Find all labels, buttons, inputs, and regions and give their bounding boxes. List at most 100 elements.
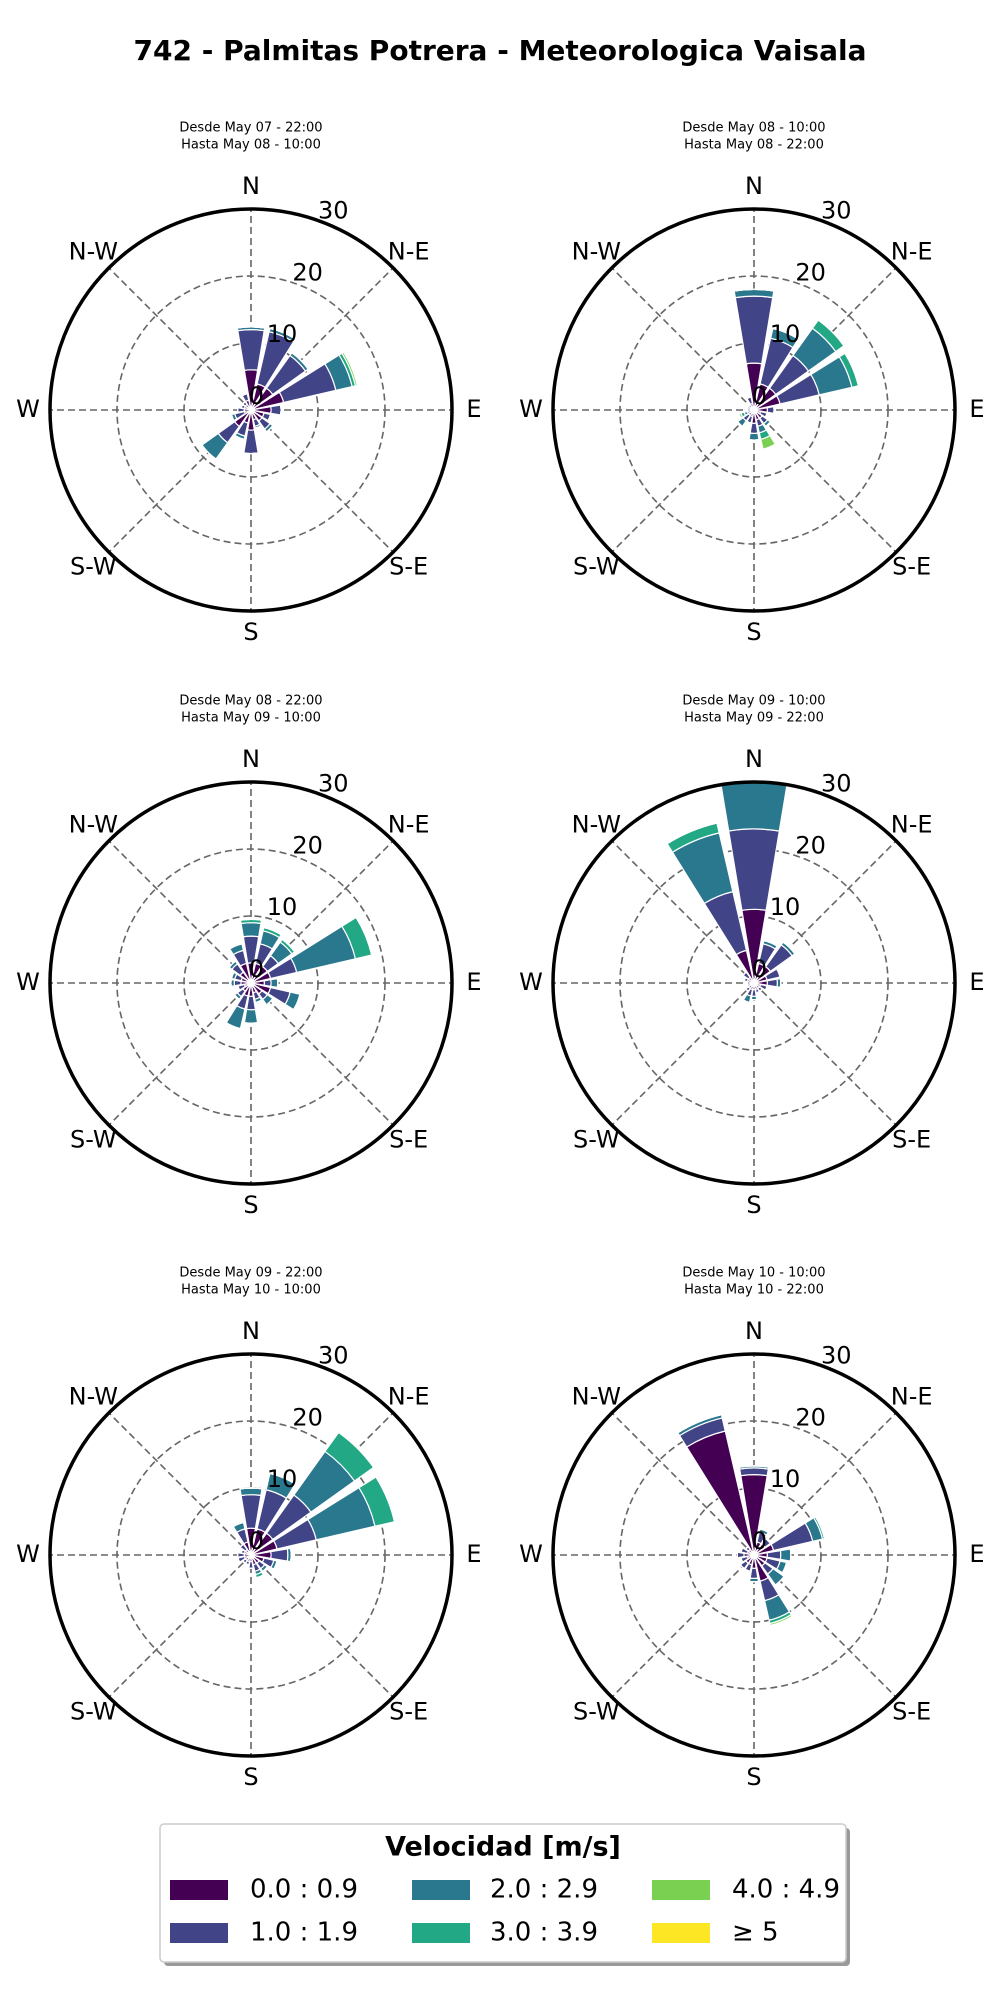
legend-swatch bbox=[652, 1880, 710, 1900]
bar-segment bbox=[266, 998, 274, 1006]
direction-label: S bbox=[746, 1191, 761, 1219]
radial-tick-label: 30 bbox=[318, 769, 349, 797]
direction-label: N-E bbox=[388, 237, 430, 265]
ring bbox=[183, 1487, 319, 1623]
direction-label: S-E bbox=[389, 1126, 428, 1154]
legend-swatch bbox=[412, 1880, 470, 1900]
bar-segment bbox=[240, 922, 262, 938]
bar-segment bbox=[770, 1615, 793, 1627]
subplot-subtitle: Hasta May 08 - 22:00 bbox=[684, 138, 824, 153]
direction-label: W bbox=[16, 1540, 40, 1568]
spoke bbox=[108, 1554, 252, 1698]
radial-tick-label: 20 bbox=[292, 831, 323, 859]
radial-tick-label: 30 bbox=[821, 769, 852, 797]
legend-label: 4.0 : 4.9 bbox=[732, 1875, 840, 1905]
radial-tick-label: 30 bbox=[821, 1341, 852, 1369]
subplot-subtitle: Desde May 10 - 10:00 bbox=[682, 1266, 825, 1281]
direction-label: N bbox=[745, 1317, 763, 1345]
direction-label: S-W bbox=[573, 553, 620, 581]
bar-segment bbox=[765, 1538, 771, 1544]
bar-segment bbox=[779, 1548, 792, 1562]
bar-segment bbox=[742, 971, 747, 976]
direction-label: E bbox=[969, 1540, 984, 1568]
radial-tick-label: 10 bbox=[770, 1465, 801, 1493]
radial-tick-label: 30 bbox=[821, 196, 852, 224]
subplot-subtitle: Hasta May 09 - 10:00 bbox=[181, 711, 321, 726]
radial-tick-label: 10 bbox=[267, 1465, 298, 1493]
bar-segment bbox=[270, 977, 279, 989]
spoke bbox=[753, 409, 897, 553]
ring bbox=[619, 1420, 889, 1690]
bar-segment bbox=[255, 425, 262, 429]
polar-frame bbox=[551, 207, 957, 613]
direction-label: S-E bbox=[389, 1698, 428, 1726]
subplot-subtitle: Desde May 09 - 22:00 bbox=[179, 1266, 322, 1281]
direction-label: W bbox=[519, 395, 543, 423]
ring bbox=[686, 915, 822, 1051]
radial-tick-label: 20 bbox=[795, 1403, 826, 1431]
legend-label: 2.0 : 2.9 bbox=[490, 1875, 598, 1905]
bar-segment bbox=[239, 1487, 263, 1497]
radial-tick-label: 30 bbox=[318, 196, 349, 224]
bar-segment bbox=[736, 416, 748, 428]
bar-segment bbox=[256, 1574, 264, 1579]
polar-frame bbox=[551, 1352, 957, 1758]
polar-frame bbox=[48, 207, 454, 613]
bar-segment bbox=[293, 994, 301, 1010]
bar-segment bbox=[817, 319, 845, 347]
direction-label: S-W bbox=[573, 1126, 620, 1154]
bar-segment bbox=[739, 1564, 745, 1570]
polar-frame bbox=[48, 780, 454, 1186]
figure-title: 742 - Palmitas Potrera - Meteorologica V… bbox=[134, 34, 867, 67]
direction-label: W bbox=[519, 968, 543, 996]
direction-label: N bbox=[242, 1317, 260, 1345]
ring bbox=[686, 342, 822, 478]
radial-tick-label: 20 bbox=[292, 258, 323, 286]
radial-tick-label: 10 bbox=[770, 320, 801, 348]
bar-segment bbox=[749, 1567, 759, 1580]
bar-segment bbox=[789, 1548, 792, 1562]
bar-segment bbox=[740, 1557, 744, 1563]
direction-label: S bbox=[243, 618, 258, 646]
legend-label: ≥ 5 bbox=[732, 1918, 779, 1948]
direction-label: W bbox=[519, 1540, 543, 1568]
spoke bbox=[611, 982, 755, 1126]
spoke bbox=[611, 840, 755, 984]
spoke bbox=[108, 1412, 252, 1556]
bar-segment bbox=[244, 1022, 258, 1024]
bar-segment bbox=[230, 414, 235, 421]
polar-frame bbox=[48, 1352, 454, 1758]
direction-label: S bbox=[746, 1763, 761, 1791]
direction-label: N-E bbox=[891, 237, 933, 265]
direction-label: E bbox=[466, 1540, 481, 1568]
bar-segment bbox=[738, 413, 742, 419]
radial-tick-label: 30 bbox=[318, 1341, 349, 1369]
direction-label: N-E bbox=[891, 810, 933, 838]
direction-label: S-W bbox=[70, 553, 117, 581]
radial-tick-label: 20 bbox=[795, 258, 826, 286]
direction-label: N bbox=[745, 172, 763, 200]
subplot-subtitle: Desde May 08 - 22:00 bbox=[179, 694, 322, 709]
spoke bbox=[108, 840, 252, 984]
ring bbox=[183, 915, 319, 1051]
radial-tick-label: 20 bbox=[292, 1403, 323, 1431]
direction-label: N-W bbox=[572, 237, 621, 265]
spoke bbox=[108, 982, 252, 1126]
direction-label: E bbox=[466, 968, 481, 996]
bar-segment bbox=[243, 452, 259, 455]
direction-label: N-W bbox=[572, 810, 621, 838]
bar-segment bbox=[225, 1004, 246, 1030]
direction-label: S-E bbox=[892, 1126, 931, 1154]
bar-segment bbox=[234, 435, 245, 440]
direction-label: N-E bbox=[891, 1382, 933, 1410]
bar-segment bbox=[338, 1431, 375, 1468]
direction-label: E bbox=[969, 968, 984, 996]
radial-tick-label: 0 bbox=[752, 382, 767, 410]
direction-label: N-W bbox=[69, 237, 118, 265]
direction-label: S bbox=[243, 1763, 258, 1791]
radial-tick-label: 0 bbox=[249, 955, 264, 983]
bar-segment bbox=[766, 978, 779, 988]
bar-segment bbox=[237, 329, 265, 372]
subplot-subtitle: Hasta May 08 - 10:00 bbox=[181, 138, 321, 153]
